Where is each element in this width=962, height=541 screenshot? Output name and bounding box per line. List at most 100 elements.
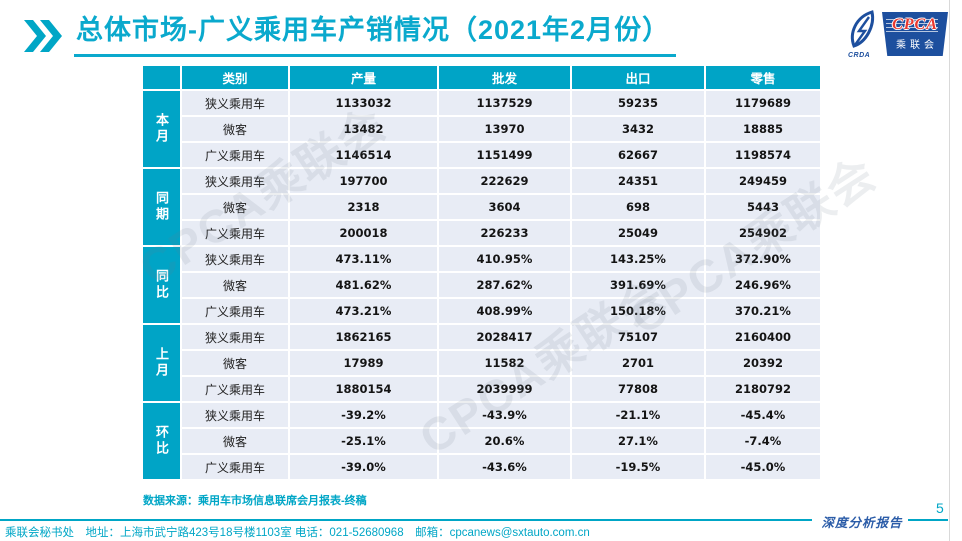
value-cell: 2160400 bbox=[706, 325, 820, 349]
swoosh-icon: CRDA bbox=[846, 9, 880, 59]
logo-stripes bbox=[886, 16, 938, 32]
column-header-retail: 零售 bbox=[706, 66, 820, 89]
column-header-category: 类别 bbox=[182, 66, 288, 89]
value-cell: -39.0% bbox=[290, 455, 437, 479]
value-cell: 1137529 bbox=[439, 91, 570, 115]
value-cell: 473.21% bbox=[290, 299, 437, 323]
value-cell: 18885 bbox=[706, 117, 820, 141]
value-cell: 1151499 bbox=[439, 143, 570, 167]
value-cell: 17989 bbox=[290, 351, 437, 375]
logo-cn-text: 乘联会 bbox=[896, 40, 938, 51]
value-cell: 2180792 bbox=[706, 377, 820, 401]
value-cell: 200018 bbox=[290, 221, 437, 245]
value-cell: 20.6% bbox=[439, 429, 570, 453]
value-cell: 287.62% bbox=[439, 273, 570, 297]
slide-header: 总体市场-广义乘用车产销情况（2021年2月份） bbox=[24, 14, 677, 57]
value-cell: 197700 bbox=[290, 169, 437, 193]
value-cell: -7.4% bbox=[706, 429, 820, 453]
category-cell: 微客 bbox=[182, 117, 288, 141]
value-cell: 222629 bbox=[439, 169, 570, 193]
value-cell: 59235 bbox=[572, 91, 704, 115]
value-cell: -45.4% bbox=[706, 403, 820, 427]
category-cell: 微客 bbox=[182, 429, 288, 453]
value-cell: 408.99% bbox=[439, 299, 570, 323]
logo-cpca-text: CPCA bbox=[892, 16, 938, 33]
category-cell: 广义乘用车 bbox=[182, 455, 288, 479]
logo-box: CPCA 乘联会 bbox=[882, 12, 948, 56]
page-title: 总体市场-广义乘用车产销情况（2021年2月份） bbox=[74, 14, 677, 57]
value-cell: 24351 bbox=[572, 169, 704, 193]
column-header-production: 产量 bbox=[290, 66, 437, 89]
corner-cell bbox=[143, 66, 180, 89]
value-cell: -39.2% bbox=[290, 403, 437, 427]
value-cell: 372.90% bbox=[706, 247, 820, 271]
value-cell: 143.25% bbox=[572, 247, 704, 271]
category-cell: 微客 bbox=[182, 351, 288, 375]
value-cell: 2028417 bbox=[439, 325, 570, 349]
value-cell: 391.69% bbox=[572, 273, 704, 297]
group-label-this-month: 本月 bbox=[143, 91, 180, 167]
value-cell: -19.5% bbox=[572, 455, 704, 479]
value-cell: 473.11% bbox=[290, 247, 437, 271]
value-cell: 62667 bbox=[572, 143, 704, 167]
value-cell: 698 bbox=[572, 195, 704, 219]
double-chevron-icon bbox=[24, 20, 62, 52]
value-cell: 481.62% bbox=[290, 273, 437, 297]
value-cell: 13482 bbox=[290, 117, 437, 141]
group-label-same-period: 同期 bbox=[143, 169, 180, 245]
value-cell: 1880154 bbox=[290, 377, 437, 401]
swoosh-caption: CRDA bbox=[848, 52, 871, 59]
value-cell: 13970 bbox=[439, 117, 570, 141]
category-cell: 微客 bbox=[182, 195, 288, 219]
category-cell: 狭义乘用车 bbox=[182, 91, 288, 115]
source-note: 数据来源：乘用车市场信息联席会月报表-终稿 bbox=[143, 495, 367, 507]
value-cell: 1179689 bbox=[706, 91, 820, 115]
column-header-export: 出口 bbox=[572, 66, 704, 89]
footer-contact: 乘联会秘书处 地址：上海市武宁路423号18号楼1103室 电话：021-526… bbox=[5, 527, 590, 539]
value-cell: 2701 bbox=[572, 351, 704, 375]
data-table: 类别 产量 批发 出口 零售 本月 狭义乘用车 1133032 1137529 … bbox=[143, 66, 820, 479]
group-label-yoy: 同比 bbox=[143, 247, 180, 323]
value-cell: 5443 bbox=[706, 195, 820, 219]
page-number: 5 bbox=[936, 500, 944, 516]
value-cell: 25049 bbox=[572, 221, 704, 245]
value-cell: 3604 bbox=[439, 195, 570, 219]
value-cell: 2318 bbox=[290, 195, 437, 219]
value-cell: -45.0% bbox=[706, 455, 820, 479]
value-cell: -21.1% bbox=[572, 403, 704, 427]
category-cell: 狭义乘用车 bbox=[182, 247, 288, 271]
value-cell: 1862165 bbox=[290, 325, 437, 349]
value-cell: 1198574 bbox=[706, 143, 820, 167]
category-cell: 狭义乘用车 bbox=[182, 403, 288, 427]
category-cell: 狭义乘用车 bbox=[182, 325, 288, 349]
value-cell: 20392 bbox=[706, 351, 820, 375]
slide-right-border bbox=[949, 0, 950, 541]
category-cell: 广义乘用车 bbox=[182, 143, 288, 167]
value-cell: -43.9% bbox=[439, 403, 570, 427]
cpca-logo: CRDA CPCA 乘联会 bbox=[846, 8, 948, 60]
category-cell: 狭义乘用车 bbox=[182, 169, 288, 193]
value-cell: 2039999 bbox=[439, 377, 570, 401]
value-cell: 1146514 bbox=[290, 143, 437, 167]
category-cell: 微客 bbox=[182, 273, 288, 297]
value-cell: 1133032 bbox=[290, 91, 437, 115]
value-cell: 410.95% bbox=[439, 247, 570, 271]
category-cell: 广义乘用车 bbox=[182, 299, 288, 323]
value-cell: 75107 bbox=[572, 325, 704, 349]
value-cell: 249459 bbox=[706, 169, 820, 193]
value-cell: 370.21% bbox=[706, 299, 820, 323]
category-cell: 广义乘用车 bbox=[182, 221, 288, 245]
value-cell: 3432 bbox=[572, 117, 704, 141]
group-label-last-month: 上月 bbox=[143, 325, 180, 401]
value-cell: -43.6% bbox=[439, 455, 570, 479]
group-label-mom: 环比 bbox=[143, 403, 180, 479]
footer-rule-left bbox=[0, 519, 812, 521]
column-header-wholesale: 批发 bbox=[439, 66, 570, 89]
value-cell: 226233 bbox=[439, 221, 570, 245]
value-cell: -25.1% bbox=[290, 429, 437, 453]
value-cell: 11582 bbox=[439, 351, 570, 375]
value-cell: 246.96% bbox=[706, 273, 820, 297]
report-type-label: 深度分析报告 bbox=[818, 512, 906, 531]
category-cell: 广义乘用车 bbox=[182, 377, 288, 401]
value-cell: 77808 bbox=[572, 377, 704, 401]
